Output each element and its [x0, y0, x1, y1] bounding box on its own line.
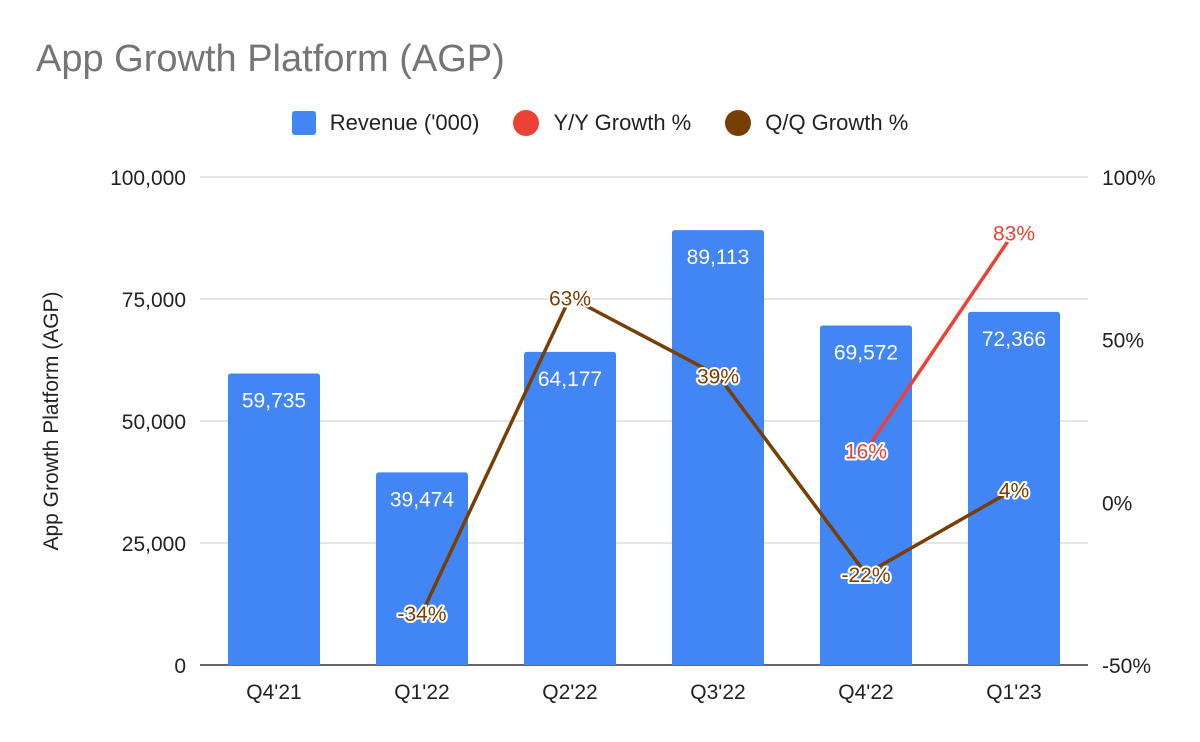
- bar: [228, 373, 320, 665]
- y-tick-label-right: 100%: [1102, 167, 1156, 190]
- y-axis-title: App Growth Platform (AGP): [40, 291, 63, 550]
- bar: [672, 230, 764, 666]
- qq-growth-label: 4%: [999, 479, 1029, 502]
- qq-growth-point: [716, 373, 720, 378]
- legend-item-revenue[interactable]: Revenue ('000): [291, 110, 480, 136]
- legend-swatch-yy-growth: [513, 110, 540, 136]
- y-tick-label-left: 75,000: [122, 289, 186, 312]
- qq-growth-point: [864, 571, 868, 576]
- x-tick-label: Q1'22: [394, 681, 449, 704]
- y-tick-label-left: 50,000: [122, 411, 186, 434]
- chart-title: App Growth Platform (AGP): [36, 38, 505, 80]
- legend-label-yy-growth: Y/Y Growth %: [553, 110, 692, 135]
- bar-value-label: 89,113: [687, 246, 750, 269]
- legend-item-qq-growth[interactable]: Q/Q Growth %: [725, 110, 908, 136]
- y-tick-label-left: 25,000: [122, 533, 186, 556]
- bar-value-label: 59,735: [242, 389, 306, 412]
- qq-growth-point: [420, 610, 424, 615]
- yy-growth-label: 83%: [993, 222, 1035, 245]
- legend: Revenue ('000) Y/Y Growth % Q/Q Growth %: [0, 110, 1200, 136]
- legend-item-yy-growth[interactable]: Y/Y Growth %: [513, 110, 691, 136]
- bar: [820, 325, 912, 665]
- bar-value-label: 69,572: [834, 341, 898, 364]
- legend-label-revenue: Revenue ('000): [329, 110, 480, 135]
- qq-growth-point: [1012, 487, 1016, 492]
- bar-value-label: 64,177: [538, 368, 602, 391]
- x-tick-label: Q4'22: [838, 681, 893, 704]
- qq-growth-label: 63%: [549, 287, 591, 310]
- yy-growth-label: 16%: [845, 440, 887, 463]
- qq-growth-point: [568, 295, 572, 300]
- yy-growth-point: [1012, 230, 1016, 235]
- yy-growth-line: [864, 231, 1016, 452]
- y-tick-label-left: 0: [174, 655, 186, 678]
- bar: [524, 351, 616, 665]
- bar-value-label: 39,474: [390, 488, 455, 511]
- qq-growth-label: -22%: [841, 564, 890, 587]
- qq-growth-label: 39%: [697, 365, 739, 388]
- y-tick-label-right: 0%: [1102, 492, 1132, 515]
- qq-growth-label: -34%: [397, 603, 446, 626]
- bar-value-label: 72,366: [982, 328, 1046, 351]
- y-tick-label-left: 100,000: [110, 167, 186, 190]
- x-tick-label: Q4'21: [246, 681, 301, 704]
- legend-swatch-qq-growth: [725, 110, 752, 136]
- yy-growth-point: [864, 448, 868, 453]
- legend-swatch-revenue: [291, 111, 316, 135]
- y-tick-label-right: -50%: [1102, 655, 1151, 678]
- x-tick-label: Q2'22: [542, 681, 597, 704]
- x-tick-label: Q3'22: [690, 681, 745, 704]
- x-tick-label: Q1'23: [986, 681, 1041, 704]
- y-tick-label-right: 50%: [1102, 330, 1144, 353]
- legend-label-qq-growth: Q/Q Growth %: [765, 110, 909, 135]
- bar: [376, 472, 468, 665]
